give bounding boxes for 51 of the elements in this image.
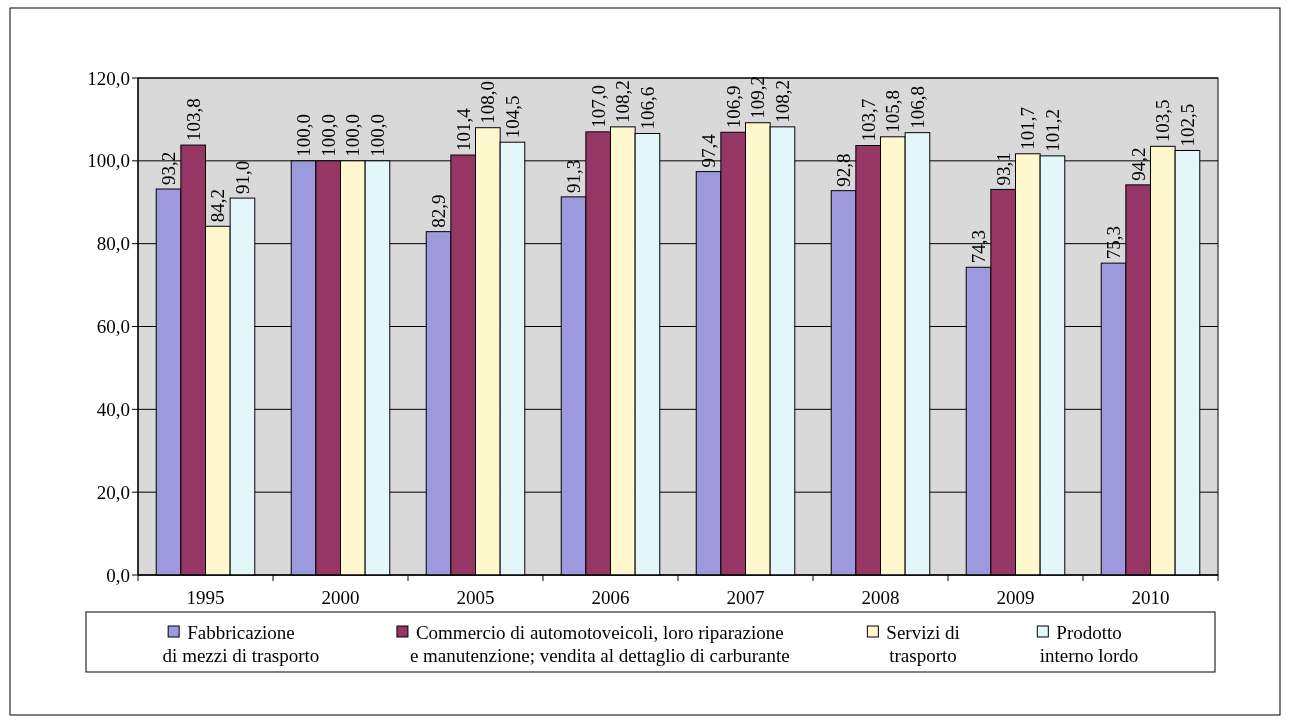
legend-label: Prodotto interno lordo [1039, 621, 1139, 666]
data-label: 74,3 [968, 230, 990, 264]
x-tick-label: 2009 [996, 586, 1035, 608]
data-label: 91,0 [231, 160, 253, 195]
data-label: 82,9 [428, 194, 450, 228]
data-label: 108,0 [477, 80, 499, 124]
data-label: 108,2 [612, 80, 634, 123]
x-tick-label: 2010 [1131, 586, 1170, 608]
data-label: 107,0 [587, 85, 609, 128]
data-label: 84,2 [207, 189, 229, 223]
y-tick-label: 60,0 [96, 316, 130, 337]
data-label: 94,2 [1127, 147, 1149, 181]
data-label: 93,2 [158, 151, 180, 185]
y-tick-label: 120,0 [87, 67, 130, 89]
data-label: 100,0 [366, 114, 388, 157]
x-tick-label: 1995 [186, 586, 225, 608]
data-label: 105,8 [882, 90, 904, 133]
data-label: 100,0 [342, 114, 364, 157]
data-label: 93,1 [992, 152, 1014, 186]
legend-label: Servizi di trasporto [886, 621, 960, 666]
x-tick-label: 2005 [456, 586, 495, 608]
data-label: 100,0 [293, 114, 315, 157]
data-label: 103,5 [1152, 99, 1174, 143]
data-label: 101,2 [1041, 109, 1063, 152]
legend-label: Fabbricazione di mezzi di trasporto [162, 621, 320, 666]
data-label: 106,8 [906, 85, 928, 129]
data-label: 106,6 [636, 86, 658, 130]
data-label: 103,8 [182, 98, 204, 142]
data-label: 100,0 [317, 114, 339, 157]
x-tick-label: 2007 [726, 586, 765, 608]
y-tick-label: 40,0 [96, 398, 130, 420]
legend-label: Commercio di automotoveicoli, loro riparazione e manutenzione; vendita al dettaglio di carburante [409, 621, 790, 666]
data-label: 109,2 [747, 75, 769, 119]
y-tick-label: 100,0 [87, 150, 130, 172]
y-tick-label: 0,0 [106, 564, 130, 586]
x-tick-label: 2000 [321, 586, 360, 608]
data-label: 97,4 [698, 133, 720, 168]
data-label: 103,7 [857, 98, 879, 142]
y-tick-label: 80,0 [96, 233, 130, 255]
data-label: 91,3 [563, 159, 585, 193]
data-label: 108,2 [771, 80, 793, 123]
data-label: 75,3 [1103, 225, 1125, 260]
data-label: 92,8 [833, 153, 855, 187]
y-tick-label: 20,0 [96, 481, 130, 503]
data-label: 104,5 [501, 95, 523, 139]
data-label: 106,9 [722, 85, 744, 129]
data-label: 102,5 [1176, 103, 1198, 147]
data-label: 101,7 [1017, 107, 1039, 150]
x-tick-label: 2008 [861, 586, 900, 608]
data-label: 101,4 [452, 107, 474, 152]
x-tick-label: 2006 [591, 586, 630, 608]
